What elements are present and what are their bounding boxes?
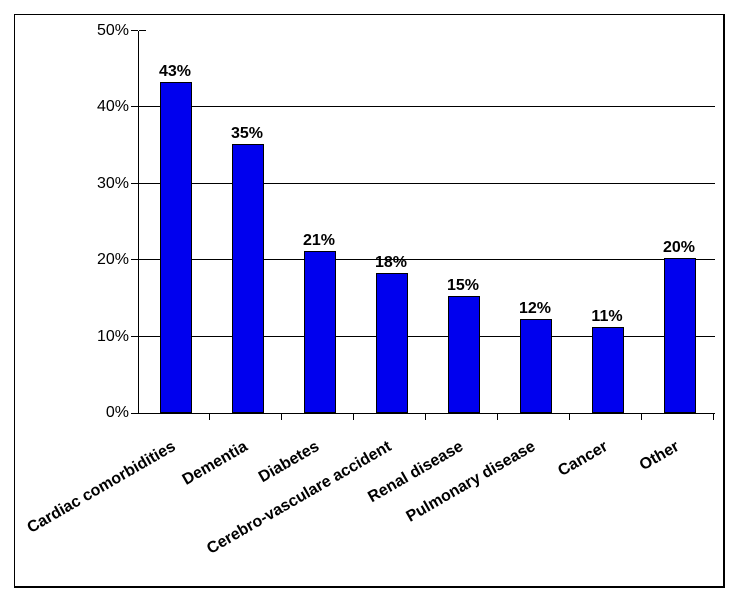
y-tick-label: 20% — [96, 251, 129, 268]
bar-value-label: 12% — [518, 300, 552, 317]
bar-dementia — [232, 144, 264, 413]
bar-pulmonary-disease — [520, 319, 552, 413]
y-axis-tick-mark — [131, 106, 138, 107]
chart-frame: 43% 35% 21% 18% 15% 12% 11% 20% 0% 10% 20% 30% 40% 5… — [14, 14, 725, 588]
y-axis-tick-mark — [131, 336, 138, 337]
bar-value-label: 43% — [158, 63, 192, 80]
y-tick-label: 30% — [96, 175, 129, 192]
bar-cardiac-comorbidities — [160, 82, 192, 413]
x-axis-tick-mark — [353, 414, 354, 420]
gridline-10 — [139, 336, 715, 337]
x-axis-tick-mark — [425, 414, 426, 420]
bar-cancer — [592, 327, 624, 413]
bar-value-label: 21% — [302, 232, 336, 249]
x-axis-tick-mark — [713, 414, 714, 420]
bar-renal-disease — [448, 296, 480, 413]
y-axis-tick-mark — [131, 30, 138, 31]
bar-cerebro-vasculare-accident — [376, 273, 408, 413]
gridline-30 — [139, 183, 715, 184]
x-tick-label-other: Other — [637, 438, 683, 475]
x-tick-label-cardiac-comorbidities: Cardiac comorbidities — [24, 438, 179, 537]
x-tick-label-dementia: Dementia — [179, 438, 251, 489]
bar-value-label: 18% — [374, 254, 408, 271]
x-tick-label-pulmonary-disease: Pulmonary disease — [403, 438, 539, 526]
y-tick-label: 10% — [96, 328, 129, 345]
gridline-40 — [139, 106, 715, 107]
y-tick-label: 0% — [105, 404, 129, 421]
x-axis-tick-mark — [281, 414, 282, 420]
bar-value-label: 15% — [446, 277, 480, 294]
x-tick-label-cancer: Cancer — [555, 438, 611, 480]
x-axis-tick-mark — [641, 414, 642, 420]
bar-diabetes — [304, 251, 336, 413]
bar-other — [664, 258, 696, 413]
bar-value-label: 11% — [591, 308, 623, 325]
y-tick-label: 40% — [96, 98, 129, 115]
y-tick-label: 50% — [96, 22, 129, 39]
x-axis-tick-mark — [569, 414, 570, 420]
y-axis-tick-mark — [131, 183, 138, 184]
bar-value-label: 20% — [662, 239, 696, 256]
y-axis-tick-mark — [131, 259, 138, 260]
x-axis-tick-mark — [497, 414, 498, 420]
x-axis-tick-mark — [209, 414, 210, 420]
gridline-50 — [139, 30, 146, 31]
y-axis-tick-mark — [131, 413, 138, 414]
bar-value-label: 35% — [230, 125, 264, 142]
plot-area: 43% 35% 21% 18% 15% 12% 11% 20% — [138, 30, 715, 414]
gridline-20 — [139, 259, 715, 260]
